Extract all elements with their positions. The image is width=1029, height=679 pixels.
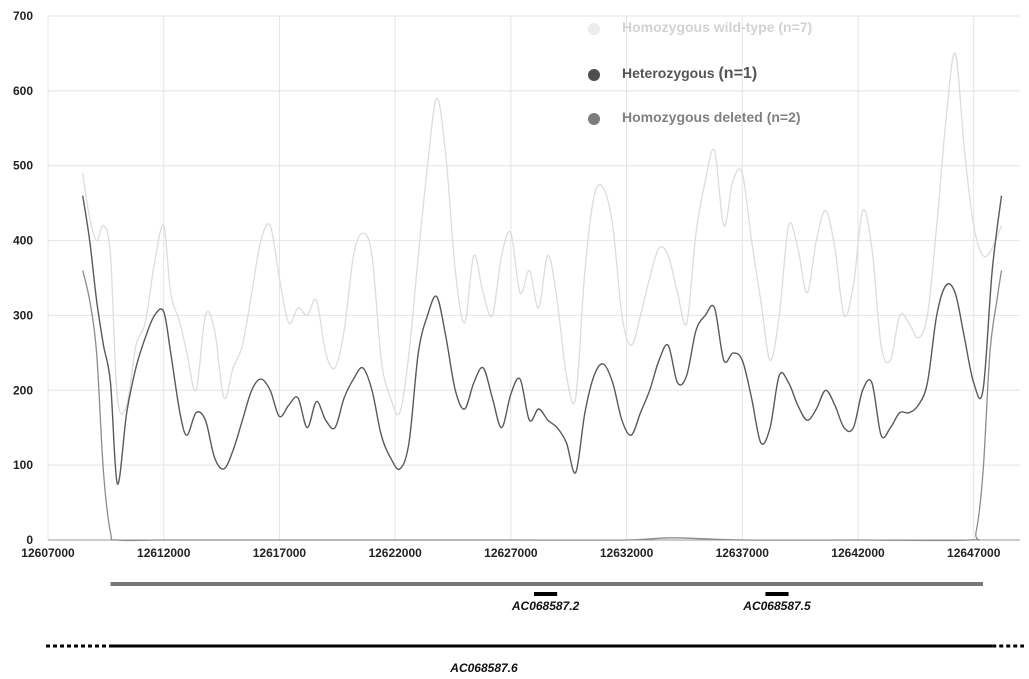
legend-label: Homozygous wild-type (n=7) — [622, 19, 812, 35]
legend-marker — [588, 23, 600, 35]
legend-marker — [588, 113, 600, 125]
legend-label-count: (n=2) — [767, 109, 801, 125]
legend-label: Homozygous deleted (n=2) — [622, 109, 801, 125]
x-tick-label: 12622000 — [368, 546, 422, 560]
legend-label-name: Heterozygous — [622, 65, 718, 81]
y-tick-label: 500 — [13, 159, 33, 173]
legend-marker — [588, 69, 600, 81]
x-tick-label: 12607000 — [21, 546, 75, 560]
legend-label-count: (n=7) — [778, 19, 812, 35]
x-tick-label: 12637000 — [716, 546, 770, 560]
y-tick-label: 100 — [13, 458, 33, 472]
x-tick-label: 12647000 — [947, 546, 1001, 560]
gene-tracks: AC068587.2 AC068587.5 AC068587.6 — [46, 582, 1024, 675]
y-tick-label: 400 — [13, 234, 33, 248]
axes: 12607000 12612000 12617000 12622000 12627000… — [13, 9, 1020, 560]
deleted-line — [82, 270, 1003, 542]
legend-label-count: (n=1) — [718, 65, 757, 82]
x-tick-label: 12617000 — [253, 546, 307, 560]
gene-label: AC068587.2 — [511, 599, 580, 613]
y-tick-label: 0 — [26, 533, 33, 547]
legend: Homozygous wild-type (n=7) Heterozygous (… — [588, 19, 812, 125]
wild-type-line — [82, 52, 1003, 416]
x-tick-label: 12612000 — [137, 546, 191, 560]
y-tick-label: 600 — [13, 84, 33, 98]
gene-label: AC068587.5 — [742, 599, 811, 613]
gene-label: AC068587.6 — [449, 661, 518, 675]
x-tick-label: 12627000 — [484, 546, 538, 560]
legend-label: Heterozygous (n=1) — [622, 65, 757, 82]
legend-label-name: Homozygous wild-type — [622, 19, 778, 35]
legend-label-name: Homozygous deleted — [622, 109, 767, 125]
y-tick-label: 200 — [13, 383, 33, 397]
grid-lines — [47, 15, 1020, 540]
heterozygous-line — [82, 195, 1003, 485]
x-tick-label: 12642000 — [831, 546, 885, 560]
y-tick-label: 300 — [13, 308, 33, 322]
x-tick-label: 12632000 — [600, 546, 654, 560]
series-lines — [82, 52, 1003, 542]
y-tick-label: 700 — [13, 9, 33, 23]
